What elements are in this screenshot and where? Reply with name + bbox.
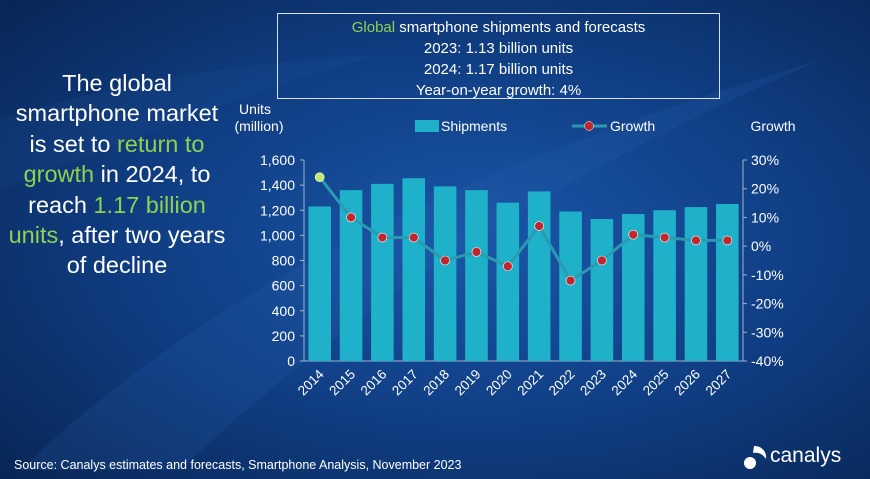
- headline-text-3: , after two years of decline: [58, 222, 226, 279]
- growth-point-2014: [314, 172, 325, 183]
- y2-tick-label: -20%: [751, 296, 784, 312]
- y-tick-label: 800: [272, 253, 296, 269]
- y2-tick-label: 10%: [751, 209, 779, 225]
- x-tick-label: 2021: [514, 367, 546, 399]
- bar-2014: [308, 206, 331, 361]
- x-tick-label: 2015: [326, 367, 358, 399]
- bar-2022: [559, 211, 582, 361]
- canalys-logo-icon: [744, 446, 767, 469]
- growth-point-2026: [691, 235, 701, 246]
- growth-point-2023: [597, 255, 607, 266]
- growth-point-2027: [722, 235, 733, 246]
- bar-2020: [496, 202, 520, 361]
- bar-2015: [339, 190, 363, 361]
- growth-point-2019: [471, 247, 482, 257]
- shipments-chart: 0 200 400 600 800 1,000 1,200 1,400 1,600 -40% -30…: [235, 101, 796, 399]
- summary-title-highlight: Global: [351, 19, 396, 36]
- summary-growth: Year-on-year growth: 4%: [415, 82, 582, 99]
- growth-point-2024: [628, 229, 639, 240]
- bar-2018: [433, 186, 457, 361]
- y2-tick-label: 20%: [751, 181, 779, 197]
- growth-point-2016: [377, 232, 388, 243]
- x-tick-label: 2019: [452, 367, 484, 399]
- growth-point-2021: [534, 221, 544, 231]
- headline-text-2: in 2024, to reach: [28, 161, 211, 218]
- x-tick-label: 2023: [577, 367, 609, 399]
- growth-point-2018: [440, 255, 450, 266]
- y-tick-label: 600: [272, 278, 296, 294]
- legend-growth-marker: [584, 121, 594, 131]
- growth-line: [318, 176, 728, 283]
- growth-point-2022: [565, 275, 576, 286]
- summary-2023: 2023: 1.13 billion units: [423, 40, 574, 57]
- x-tick-label: 2020: [483, 367, 515, 399]
- y2-tick-label: -30%: [751, 324, 784, 340]
- y2-axis-title: Growth: [750, 118, 795, 134]
- legend-shipments-label: Shipments: [441, 118, 507, 134]
- bar-2019: [465, 190, 488, 361]
- headline-highlight-1: return to growth: [23, 130, 205, 188]
- y-tick-label: 1,000: [260, 227, 295, 243]
- y-tick-label: 1,200: [260, 202, 295, 218]
- y-axis-title-line2: (million): [235, 118, 284, 134]
- summary-box: Global smartphone shipments and forecast…: [277, 13, 720, 99]
- y-axis-title-line1: Units: [239, 101, 271, 117]
- bar-2016: [371, 183, 394, 361]
- y-tick-label: 0: [287, 353, 295, 369]
- bar-2026: [684, 207, 708, 361]
- bar-2023: [590, 219, 614, 361]
- bar-2017: [402, 178, 426, 361]
- x-tick-label: 2025: [640, 367, 672, 399]
- headline-text-1: The global smartphone market is set to: [15, 70, 219, 157]
- headline-highlight-2: 1.17 billion units: [8, 191, 206, 249]
- growth-point-2015: [346, 212, 356, 223]
- bar-2021: [527, 191, 551, 361]
- headline: The global smartphone market is set to r…: [6, 68, 228, 281]
- y-tick-label: 200: [272, 328, 296, 344]
- growth-point-2017: [408, 232, 419, 243]
- bar-2025: [653, 210, 676, 361]
- summary-title: Global smartphone shipments and forecast…: [278, 17, 719, 38]
- legend-growth-label: Growth: [610, 118, 655, 134]
- x-tick-label: 2027: [703, 367, 735, 399]
- source-note: Source: Canalys estimates and forecasts,…: [14, 458, 462, 472]
- y-tick-label: 1,400: [260, 177, 295, 193]
- y-tick-label: 400: [272, 303, 296, 319]
- growth-point-2025: [659, 232, 670, 243]
- summary-title-rest: smartphone shipments and forecasts: [395, 19, 646, 36]
- growth-point-2020: [503, 261, 513, 272]
- bar-2027: [716, 203, 739, 361]
- y2-tick-label: 30%: [751, 152, 779, 168]
- y2-tick-label: -40%: [751, 353, 784, 369]
- x-tick-label: 2026: [671, 367, 703, 399]
- x-tick-label: 2014: [295, 366, 327, 398]
- x-tick-label: 2018: [420, 367, 452, 399]
- y-tick-label: 1,600: [260, 152, 295, 168]
- bar-2024: [621, 214, 645, 361]
- x-tick-label: 2024: [609, 366, 641, 398]
- x-tick-label: 2017: [389, 367, 421, 399]
- summary-2024: 2024: 1.17 billion units: [423, 61, 574, 78]
- y2-tick-label: -10%: [751, 267, 784, 283]
- x-tick-label: 2016: [358, 367, 390, 399]
- x-tick-label: 2022: [546, 367, 578, 399]
- legend-shipments-swatch: [415, 120, 439, 132]
- brand-name: canalys: [770, 444, 842, 467]
- y2-tick-label: 0%: [751, 238, 771, 254]
